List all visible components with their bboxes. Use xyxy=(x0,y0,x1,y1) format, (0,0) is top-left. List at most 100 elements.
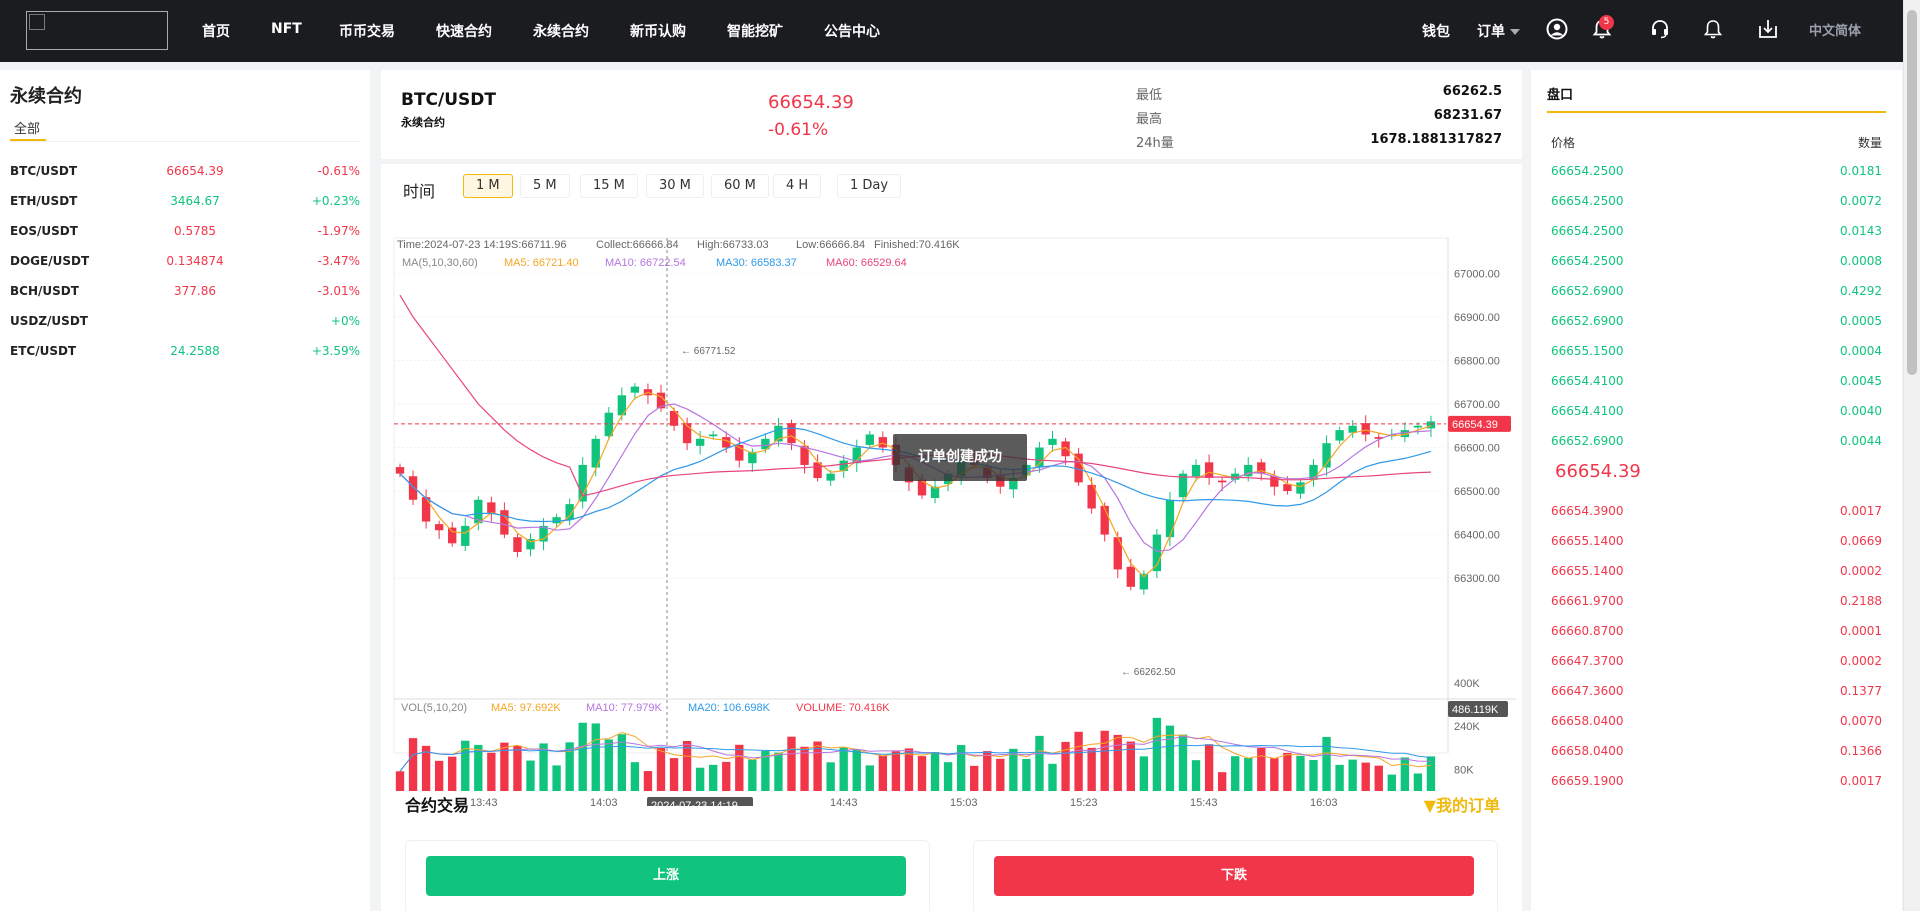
orderbook-ask-row[interactable]: 66660.8700 0.0001 xyxy=(1531,622,1902,642)
bid-qty: 0.0181 xyxy=(1840,164,1882,178)
my-orders-link[interactable]: ▼我的订单 xyxy=(1423,796,1500,815)
nav-new-coin[interactable]: 新币认购 xyxy=(630,24,686,40)
orderbook-ask-row[interactable]: 66654.3900 0.0017 xyxy=(1531,502,1902,522)
candle xyxy=(1270,476,1279,487)
market-row[interactable]: BTC/USDT 66654.39 -0.61% xyxy=(0,158,370,188)
nav-announcements[interactable]: 公告中心 xyxy=(824,24,880,40)
candle xyxy=(1113,537,1122,570)
caret-down-icon xyxy=(1509,29,1520,35)
orderbook-ask-row[interactable]: 66655.1400 0.0002 xyxy=(1531,562,1902,582)
orderbook-ask-row[interactable]: 66647.3600 0.1377 xyxy=(1531,682,1902,702)
nav-home[interactable]: 首页 xyxy=(202,24,230,40)
toast-message: 订单创建成功 xyxy=(893,434,1027,481)
nav-quick-contract[interactable]: 快速合约 xyxy=(436,24,492,40)
volume-bar xyxy=(943,762,953,791)
download-icon[interactable] xyxy=(1757,18,1779,40)
orderbook-bid-row[interactable]: 66655.1500 0.0004 xyxy=(1531,342,1902,362)
volume-bar xyxy=(930,752,940,791)
ohlc-info-close: Collect:66666.84 xyxy=(596,239,679,251)
orderbook-bid-row[interactable]: 66652.6900 0.0005 xyxy=(1531,312,1902,332)
timeframe-button[interactable]: 4 H xyxy=(773,174,822,198)
volume-bar xyxy=(513,745,522,791)
language-selector[interactable]: 中文简体 xyxy=(1809,24,1862,39)
candle xyxy=(1139,573,1149,590)
orderbook-bid-row[interactable]: 66654.4100 0.0040 xyxy=(1531,402,1902,422)
headset-icon[interactable] xyxy=(1649,18,1671,40)
tab-all[interactable]: 全部 xyxy=(14,122,41,137)
market-row[interactable]: USDZ/USDT +0% xyxy=(0,308,370,338)
nav-orders[interactable]: 订单 xyxy=(1477,21,1520,41)
market-row[interactable]: ETC/USDT 24.2588 +3.59% xyxy=(0,338,370,368)
candle xyxy=(1348,425,1357,433)
orderbook-bid-row[interactable]: 66654.4100 0.0045 xyxy=(1531,372,1902,392)
timeframe-label: 时间 xyxy=(403,182,436,201)
time-axis-label: 16:03 xyxy=(1310,797,1338,806)
orderbook-bid-row[interactable]: 66654.2500 0.0008 xyxy=(1531,252,1902,272)
nav-nft[interactable]: NFT xyxy=(271,21,302,37)
ask-qty: 0.0002 xyxy=(1840,564,1882,578)
orderbook-bid-row[interactable]: 66652.6900 0.0044 xyxy=(1531,432,1902,452)
orderbook-bid-row[interactable]: 66654.2500 0.0072 xyxy=(1531,192,1902,212)
orderbook-ask-row[interactable]: 66658.0400 0.0070 xyxy=(1531,712,1902,732)
sell-down-button[interactable]: 下跌 xyxy=(994,856,1474,896)
volume-bar xyxy=(1126,741,1135,791)
candle xyxy=(617,395,627,416)
timeframe-button[interactable]: 5 M xyxy=(520,174,570,198)
bid-qty: 0.0004 xyxy=(1840,344,1882,358)
volume-bar xyxy=(1152,717,1162,791)
volume-label: 24h量 xyxy=(1136,136,1174,151)
timeframe-button[interactable]: 15 M xyxy=(580,174,638,198)
candlestick-chart[interactable]: 67000.00 66900.00 66800.00 66700.00 66600.00… xyxy=(381,206,1522,806)
orderbook-ask-row[interactable]: 66658.0400 0.1366 xyxy=(1531,742,1902,762)
logo[interactable] xyxy=(26,11,168,50)
timeframe-button[interactable]: 1 Day xyxy=(837,174,902,198)
orderbook-ask-row[interactable]: 66655.1400 0.0669 xyxy=(1531,532,1902,552)
price-axis-label: 66800.00 xyxy=(1454,355,1500,367)
bell-icon[interactable] xyxy=(1702,18,1724,40)
ma60-legend: MA60: 66529.64 xyxy=(826,257,907,269)
ask-price: 66655.1400 xyxy=(1551,534,1624,548)
nav-mining[interactable]: 智能挖矿 xyxy=(727,24,783,40)
price-axis-label: 67000.00 xyxy=(1454,268,1500,280)
nav-perpetual[interactable]: 永续合约 xyxy=(533,24,589,40)
timeframe-button[interactable]: 30 M xyxy=(646,174,704,198)
candle xyxy=(500,510,509,535)
orderbook-ask-row[interactable]: 66661.9700 0.2188 xyxy=(1531,592,1902,612)
volume-bar xyxy=(904,748,914,791)
volume-bar xyxy=(1244,758,1253,791)
user-icon[interactable] xyxy=(1546,18,1568,40)
candle xyxy=(839,460,848,472)
volume-bar xyxy=(917,756,927,791)
candle xyxy=(513,537,522,552)
volume-bar xyxy=(865,765,874,791)
orderbook-bid-row[interactable]: 66654.2500 0.0181 xyxy=(1531,162,1902,182)
volume-bar xyxy=(695,767,705,791)
candle xyxy=(761,438,770,450)
buy-up-button[interactable]: 上涨 xyxy=(426,856,906,896)
candle xyxy=(774,425,783,442)
timeframe-button[interactable]: 1 M xyxy=(463,174,513,198)
volume-bar xyxy=(1009,748,1018,791)
orderbook-bid-row[interactable]: 66652.6900 0.4292 xyxy=(1531,282,1902,302)
market-row[interactable]: BCH/USDT 377.86 -3.01% xyxy=(0,278,370,308)
orderbook-ask-row[interactable]: 66647.3700 0.0002 xyxy=(1531,652,1902,672)
ask-price: 66647.3600 xyxy=(1551,684,1624,698)
nav-spot[interactable]: 币币交易 xyxy=(339,24,395,40)
pair-title: BTC/USDT xyxy=(401,90,496,110)
market-row[interactable]: EOS/USDT 0.5785 -1.97% xyxy=(0,218,370,248)
timeframe-button[interactable]: 60 M xyxy=(711,174,769,198)
market-row[interactable]: DOGE/USDT 0.134874 -3.47% xyxy=(0,248,370,278)
candle xyxy=(1257,462,1266,474)
orderbook-bid-row[interactable]: 66654.2500 0.0143 xyxy=(1531,222,1902,242)
nav-wallet[interactable]: 钱包 xyxy=(1422,24,1450,40)
orderbook-ask-row[interactable]: 66659.1900 0.0017 xyxy=(1531,772,1902,792)
page-scrollbar[interactable] xyxy=(1903,0,1920,911)
candle xyxy=(1283,484,1292,492)
scrollbar-thumb[interactable] xyxy=(1907,10,1917,375)
market-row[interactable]: ETH/USDT 3464.67 +0.23% xyxy=(0,188,370,218)
candle xyxy=(1152,534,1162,572)
candle xyxy=(1126,566,1135,587)
high-label: 最高 xyxy=(1136,112,1163,127)
candle xyxy=(709,434,718,437)
market-change: -3.01% xyxy=(317,284,360,298)
